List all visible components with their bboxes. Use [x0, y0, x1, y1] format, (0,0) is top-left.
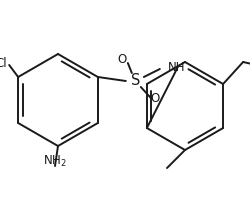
- Text: NH$_2$: NH$_2$: [43, 154, 67, 169]
- Text: Cl: Cl: [0, 57, 7, 70]
- Text: O: O: [150, 92, 160, 105]
- Text: O: O: [117, 53, 127, 66]
- Text: NH: NH: [168, 61, 185, 74]
- Text: S: S: [131, 73, 140, 88]
